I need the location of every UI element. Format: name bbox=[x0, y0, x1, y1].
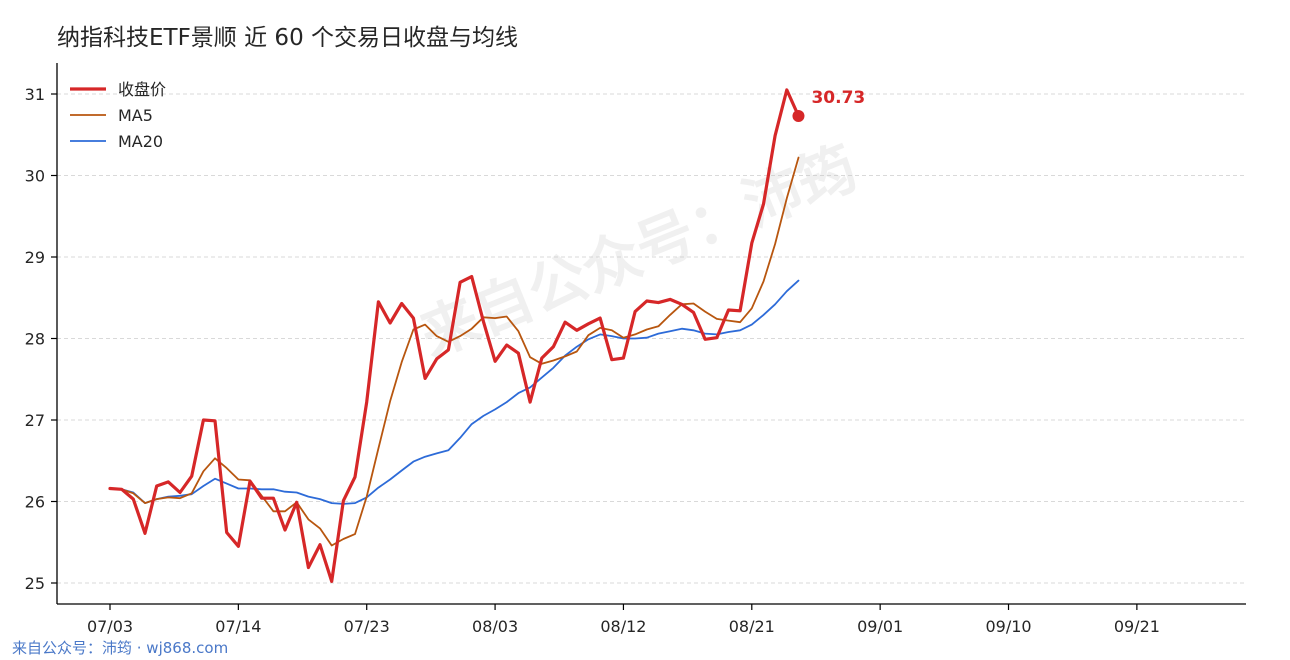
series-line-MA20 bbox=[109, 279, 800, 505]
last-point-marker bbox=[792, 110, 805, 123]
x-tick-label-08/03: 08/03 bbox=[472, 617, 518, 636]
y-tick-label-27: 27 bbox=[25, 411, 45, 430]
y-tick-label-31: 31 bbox=[25, 85, 45, 104]
axes bbox=[56, 63, 1246, 605]
y-tick-label-29: 29 bbox=[25, 248, 45, 267]
grid-lines bbox=[57, 93, 1246, 584]
y-tick-label-28: 28 bbox=[25, 330, 45, 349]
x-tick-label-07/03: 07/03 bbox=[87, 617, 133, 636]
x-tick-label-07/23: 07/23 bbox=[344, 617, 390, 636]
x-tick-label-08/21: 08/21 bbox=[729, 617, 775, 636]
x-tick-label-08/12: 08/12 bbox=[600, 617, 646, 636]
y-tick-label-26: 26 bbox=[25, 493, 45, 512]
y-tick-label-30: 30 bbox=[25, 167, 45, 186]
y-axis-ticks: 25 26 27 28 29 30 31 bbox=[25, 85, 57, 593]
watermark-text: 来自公众号：沛筠 bbox=[411, 133, 867, 370]
y-tick-label-25: 25 bbox=[25, 574, 45, 593]
x-tick-label-09/10: 09/10 bbox=[985, 617, 1031, 636]
series-line-收盘价 bbox=[108, 88, 801, 584]
chart-title: 纳指科技ETF景顺 近 60 个交易日收盘与均线 bbox=[57, 25, 518, 51]
last-value-label: 30.73 bbox=[811, 88, 865, 108]
x-tick-label-09/01: 09/01 bbox=[857, 617, 903, 636]
legend: 收盘价 MA5 MA20 bbox=[70, 80, 166, 151]
footer-credit: 来自公众号：沛筠 · wj868.com bbox=[12, 639, 228, 657]
legend-label-收盘价: 收盘价 bbox=[118, 80, 166, 99]
x-tick-label-09/21: 09/21 bbox=[1114, 617, 1160, 636]
x-tick-label-07/14: 07/14 bbox=[215, 617, 261, 636]
x-axis-ticks: 07/03 07/14 07/23 08/03 08/12 08/21 09/01 09/10… bbox=[87, 604, 1160, 636]
legend-label-MA5: MA5 bbox=[118, 106, 153, 125]
series-lines: 30.73 bbox=[108, 88, 865, 584]
legend-label-MA20: MA20 bbox=[118, 132, 163, 151]
